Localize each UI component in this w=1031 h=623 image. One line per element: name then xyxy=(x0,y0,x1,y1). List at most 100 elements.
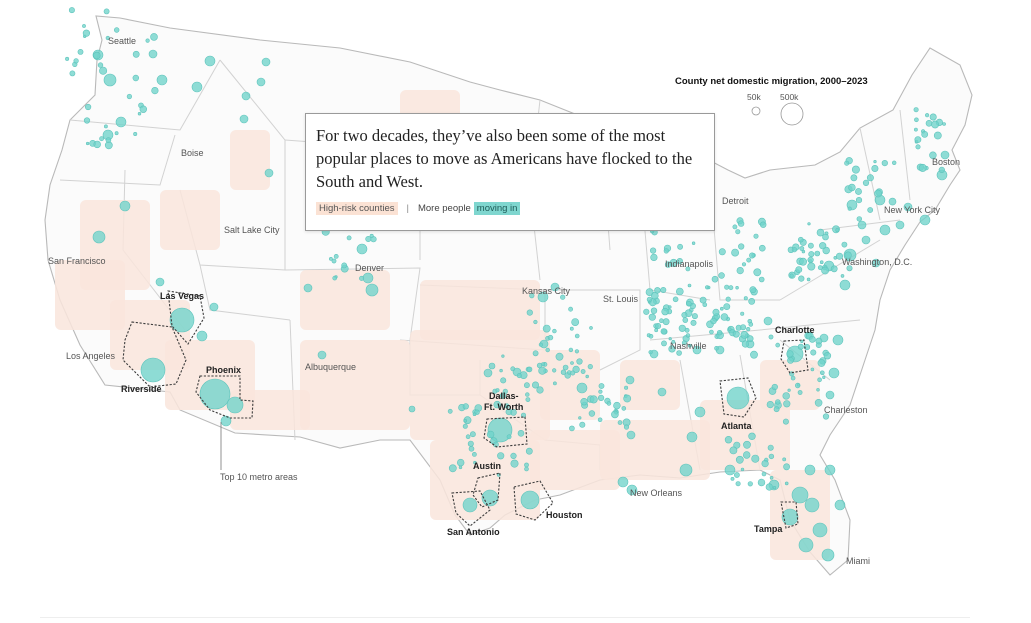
migration-bubble xyxy=(510,366,516,372)
migration-bubble xyxy=(821,266,829,275)
migration-bubble xyxy=(850,174,858,182)
migration-bubble xyxy=(356,243,368,255)
migration-bubble xyxy=(724,464,736,476)
migration-bubble xyxy=(787,388,791,392)
migration-bubble xyxy=(362,272,374,284)
migration-bubble xyxy=(714,345,719,351)
high-risk-county xyxy=(530,430,620,490)
migration-bubble xyxy=(724,284,730,290)
migration-bubble xyxy=(552,328,557,334)
migration-bubble xyxy=(819,260,824,265)
migration-bubble xyxy=(787,356,794,364)
migration-bubble xyxy=(866,174,874,182)
migration-bubble xyxy=(133,132,138,137)
migration-bubble xyxy=(839,279,851,291)
migration-bubble xyxy=(468,445,475,452)
migration-bubble xyxy=(921,130,929,138)
high-risk-chip: High-risk counties xyxy=(316,202,398,215)
migration-bubble xyxy=(732,224,738,230)
migration-bubble xyxy=(538,366,547,375)
migration-bubble xyxy=(748,297,756,305)
migration-bubble xyxy=(757,478,766,487)
migration-bubble xyxy=(625,375,635,385)
migration-bubble xyxy=(119,200,131,212)
migration-bubble xyxy=(65,56,70,61)
high-risk-county xyxy=(300,340,410,430)
migration-bubble xyxy=(99,136,104,142)
high-risk-county xyxy=(230,390,310,430)
migration-bubble xyxy=(758,244,766,252)
legend-small-circle xyxy=(751,106,761,116)
migration-bubble xyxy=(679,463,693,477)
migration-bubble xyxy=(734,472,740,478)
migration-bubble xyxy=(742,451,751,459)
migration-bubble xyxy=(782,418,789,425)
migration-bubble xyxy=(103,8,110,15)
city-label: Seattle xyxy=(108,36,136,46)
migration-bubble xyxy=(692,345,702,355)
migration-bubble xyxy=(104,124,108,129)
migration-bubble xyxy=(738,243,745,250)
card-text: For two decades, they’ve also been some … xyxy=(316,126,693,191)
migration-bubble xyxy=(191,81,203,93)
migration-bubble xyxy=(542,324,551,333)
annotation-label: Top 10 metro areas xyxy=(220,472,298,482)
migration-bubble xyxy=(555,352,564,361)
migration-bubble xyxy=(815,337,823,345)
migration-bubble xyxy=(808,251,815,258)
migration-bubble xyxy=(914,136,922,143)
migration-bubble xyxy=(775,342,781,348)
migration-bubble xyxy=(132,74,140,82)
migration-bubble xyxy=(925,120,933,127)
migration-bubble xyxy=(867,207,874,213)
migration-bubble xyxy=(570,370,576,376)
migration-bubble xyxy=(654,328,659,333)
migration-bubble xyxy=(690,319,697,326)
migration-bubble xyxy=(82,24,86,28)
migration-bubble xyxy=(783,400,791,408)
migration-bubble xyxy=(678,324,686,332)
migration-bubble xyxy=(560,369,567,375)
city-label: Boise xyxy=(181,148,204,158)
migration-bubble xyxy=(365,236,372,243)
migration-bubble xyxy=(735,455,744,464)
migration-bubble xyxy=(69,70,76,77)
migration-bubble xyxy=(828,367,840,379)
migration-bubble xyxy=(931,120,939,129)
migration-bubble xyxy=(256,77,266,87)
story-card: For two decades, they’ve also been some … xyxy=(305,113,715,231)
migration-bubble xyxy=(574,333,580,339)
migration-bubble xyxy=(526,309,533,316)
migration-bubble xyxy=(467,440,474,447)
migration-bubble xyxy=(942,122,946,126)
migration-bubble xyxy=(103,73,117,87)
migration-bubble xyxy=(660,286,667,293)
migration-bubble xyxy=(746,335,754,343)
migration-bubble xyxy=(817,377,822,383)
city-label: Denver xyxy=(355,263,384,273)
migration-bubble xyxy=(881,160,888,167)
migration-bubble xyxy=(650,307,658,314)
migration-bubble xyxy=(572,365,580,374)
migration-bubble xyxy=(786,350,794,358)
high-risk-county xyxy=(540,350,600,420)
migration-bubble xyxy=(588,410,596,417)
migration-bubble xyxy=(661,307,669,316)
migration-bubble xyxy=(668,337,672,341)
migration-bubble xyxy=(735,481,741,487)
migration-bubble xyxy=(341,262,348,269)
migration-bubble xyxy=(623,424,630,430)
migration-bubble xyxy=(810,349,817,356)
migration-bubble xyxy=(748,322,754,327)
city-labels-layer: Seattle Boise Salt Lake City San Francisco L… xyxy=(48,36,960,566)
migration-bubble xyxy=(105,137,112,143)
migration-bubble xyxy=(664,261,672,268)
migration-bubble xyxy=(668,345,676,353)
migration-bubble xyxy=(823,352,832,360)
migration-bubble xyxy=(748,432,756,440)
migration-bubble xyxy=(784,481,789,486)
migration-bubble xyxy=(685,266,691,272)
migration-bubble xyxy=(408,405,416,413)
migration-bubble xyxy=(93,140,101,149)
migration-bubble xyxy=(553,381,557,386)
